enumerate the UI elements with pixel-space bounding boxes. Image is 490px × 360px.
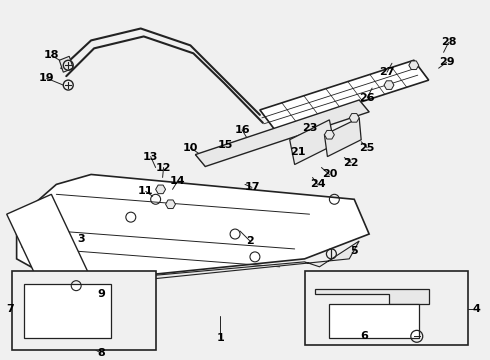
FancyBboxPatch shape bbox=[305, 271, 468, 345]
Text: 26: 26 bbox=[359, 93, 375, 103]
Text: 9: 9 bbox=[97, 289, 105, 298]
Text: 3: 3 bbox=[77, 234, 85, 244]
Text: 12: 12 bbox=[156, 162, 171, 172]
Text: 19: 19 bbox=[39, 73, 54, 83]
Text: 28: 28 bbox=[441, 37, 456, 48]
Text: 24: 24 bbox=[310, 179, 325, 189]
Polygon shape bbox=[315, 289, 429, 303]
Polygon shape bbox=[260, 60, 429, 130]
Text: 22: 22 bbox=[343, 158, 359, 167]
Text: 7: 7 bbox=[6, 303, 14, 314]
Text: 11: 11 bbox=[138, 186, 153, 196]
Polygon shape bbox=[324, 130, 334, 139]
Polygon shape bbox=[24, 284, 111, 338]
Text: 2: 2 bbox=[246, 236, 254, 246]
FancyBboxPatch shape bbox=[12, 271, 156, 350]
Text: 23: 23 bbox=[302, 123, 317, 133]
Text: 20: 20 bbox=[322, 170, 337, 180]
Polygon shape bbox=[156, 185, 166, 194]
Polygon shape bbox=[349, 113, 359, 122]
Polygon shape bbox=[17, 175, 369, 284]
Text: 4: 4 bbox=[472, 303, 480, 314]
Text: 13: 13 bbox=[143, 152, 158, 162]
Text: 14: 14 bbox=[170, 176, 185, 186]
Text: 25: 25 bbox=[360, 143, 375, 153]
Polygon shape bbox=[59, 56, 73, 72]
Text: 18: 18 bbox=[44, 50, 59, 60]
Text: 16: 16 bbox=[234, 125, 250, 135]
Text: 27: 27 bbox=[379, 67, 395, 77]
Text: 17: 17 bbox=[244, 183, 260, 192]
Polygon shape bbox=[196, 100, 369, 167]
Text: 8: 8 bbox=[97, 348, 105, 358]
Polygon shape bbox=[61, 241, 359, 287]
Polygon shape bbox=[7, 194, 91, 298]
Polygon shape bbox=[290, 120, 334, 165]
Polygon shape bbox=[324, 118, 361, 157]
Text: 10: 10 bbox=[183, 143, 198, 153]
Polygon shape bbox=[166, 200, 175, 208]
Polygon shape bbox=[329, 303, 419, 338]
Text: 15: 15 bbox=[218, 140, 233, 150]
Text: 29: 29 bbox=[439, 57, 454, 67]
Text: 6: 6 bbox=[360, 331, 368, 341]
Text: 21: 21 bbox=[290, 147, 305, 157]
Text: 1: 1 bbox=[216, 333, 224, 343]
Polygon shape bbox=[409, 61, 419, 69]
Polygon shape bbox=[384, 81, 394, 89]
Text: 5: 5 bbox=[350, 246, 358, 256]
